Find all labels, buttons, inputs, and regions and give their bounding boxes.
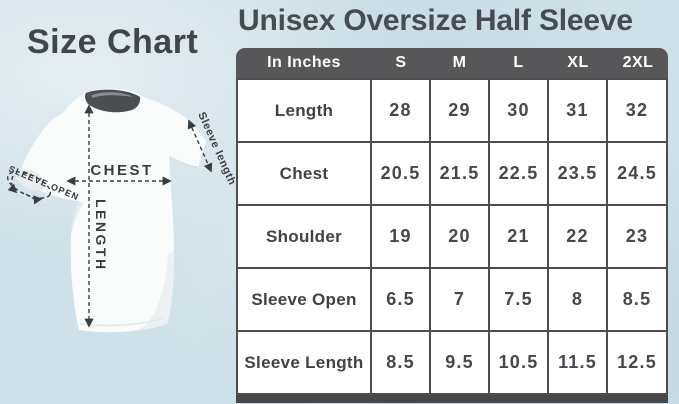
row-label: Chest — [238, 143, 370, 204]
sleeve-open-arrow-right — [25, 193, 43, 205]
size-chart-title: Size Chart — [27, 23, 199, 61]
value-cell: 23 — [608, 206, 666, 267]
length-label: LENGTH — [93, 199, 109, 272]
value-cell: 20 — [431, 206, 488, 267]
value-cell: 30 — [490, 80, 547, 141]
value-cell: 7.5 — [490, 269, 547, 330]
size-header-s: S — [395, 54, 407, 71]
unit-header-cell: In Inches — [267, 54, 341, 71]
size-table-header: In Inches S M L XL 2XL — [236, 48, 668, 78]
row-label: Sleeve Open — [238, 269, 370, 330]
value-cell: 19 — [372, 206, 429, 267]
size-header-l: L — [513, 54, 524, 71]
size-header-m: M — [452, 54, 467, 71]
tshirt-diagram: CHEST LENGTH Sleeve length SLEEVE OPEN — [6, 88, 236, 333]
sleeve-length-arrow — [187, 119, 213, 173]
tshirt-illustration — [17, 88, 207, 333]
value-cell: 29 — [431, 80, 488, 141]
size-header-2xl: 2XL — [622, 54, 654, 71]
value-cell: 6.5 — [372, 269, 429, 330]
sleeve-open-ellipse — [6, 171, 52, 199]
row-label: Sleeve Length — [238, 332, 370, 393]
sleeve-open-arrow-left — [7, 175, 18, 194]
value-cell: 9.5 — [431, 332, 488, 393]
value-cell: 22 — [549, 206, 606, 267]
value-cell: 21.5 — [431, 143, 488, 204]
value-cell: 22.5 — [490, 143, 547, 204]
value-cell: 10.5 — [490, 332, 547, 393]
product-title: Unisex Oversize Half Sleeve — [238, 4, 633, 37]
value-cell: 20.5 — [372, 143, 429, 204]
value-cell: 32 — [608, 80, 666, 141]
size-header-xl: XL — [567, 54, 589, 71]
value-cell: 24.5 — [608, 143, 666, 204]
value-cell: 31 — [549, 80, 606, 141]
value-cell: 8.5 — [608, 269, 666, 330]
table-bottom-bar — [236, 395, 668, 403]
value-cell: 8 — [549, 269, 606, 330]
value-cell: 28 — [372, 80, 429, 141]
value-cell: 7 — [431, 269, 488, 330]
size-table-body: Length 28 29 30 31 32 Chest 20.5 21.5 22… — [236, 78, 668, 395]
value-cell: 11.5 — [549, 332, 606, 393]
value-cell: 23.5 — [549, 143, 606, 204]
value-cell: 8.5 — [372, 332, 429, 393]
chest-label: CHEST — [90, 162, 153, 179]
row-label: Shoulder — [238, 206, 370, 267]
size-table: In Inches S M L XL 2XL Length 28 29 30 3… — [236, 48, 668, 403]
value-cell: 12.5 — [608, 332, 666, 393]
row-label: Length — [238, 80, 370, 141]
value-cell: 21 — [490, 206, 547, 267]
